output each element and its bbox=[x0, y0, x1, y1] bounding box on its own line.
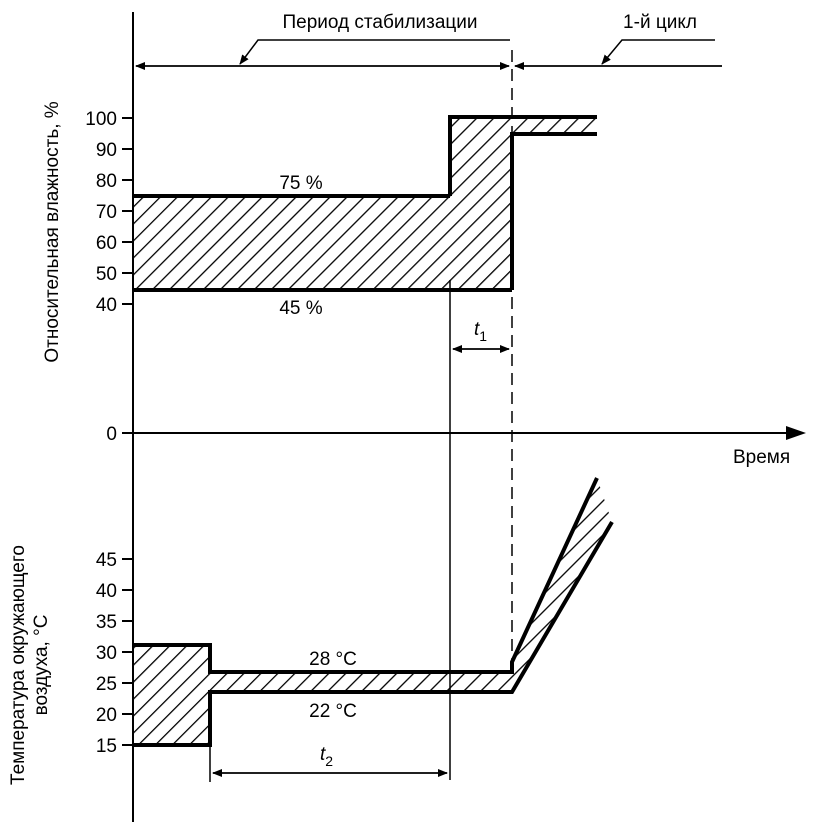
humidity-step-up-line bbox=[448, 115, 597, 196]
humidity-tick-40: 40 bbox=[96, 295, 117, 316]
temperature-tick-15: 15 bbox=[96, 736, 117, 757]
temperature-tick-45: 45 bbox=[96, 550, 117, 571]
humidity-tick-70: 70 bbox=[96, 202, 117, 223]
temperature-ticks bbox=[122, 558, 134, 746]
humidity-tick-50: 50 bbox=[96, 264, 117, 285]
temperature-tick-35: 35 bbox=[96, 612, 117, 633]
t2-label: t2 bbox=[320, 744, 333, 769]
time-axis-arrow bbox=[786, 426, 806, 440]
time-axis-label: Время bbox=[733, 447, 790, 468]
cycle-label: 1-й цикл bbox=[623, 12, 697, 33]
humidity-cycle-lower-line bbox=[510, 132, 597, 290]
temperature-band bbox=[134, 478, 612, 745]
humidity-band bbox=[134, 117, 597, 290]
cycle-label-leader bbox=[601, 39, 715, 65]
humidity-ticks bbox=[122, 117, 134, 434]
temperature-lower-limit-line bbox=[134, 520, 614, 747]
stabilization-label-leader bbox=[239, 39, 510, 65]
temperature-tick-40: 40 bbox=[96, 581, 117, 602]
humidity-tick-90: 90 bbox=[96, 140, 117, 161]
humidity-tick-60: 60 bbox=[96, 233, 117, 254]
humidity-axis-label: Относительная влажность, % bbox=[42, 101, 63, 362]
temperature-tick-30: 30 bbox=[96, 643, 117, 664]
humidity-tick-100: 100 bbox=[85, 109, 117, 130]
humidity-tick-80: 80 bbox=[96, 171, 117, 192]
origin-tick-0: 0 bbox=[106, 424, 117, 445]
temperature-axis-label-line2: воздуха, °C bbox=[31, 615, 52, 716]
temperature-lower-label: 22 °C bbox=[309, 701, 357, 722]
temperature-upper-label: 28 °C bbox=[309, 649, 357, 670]
temperature-upper-limit-line bbox=[134, 477, 599, 674]
temperature-tick-25: 25 bbox=[96, 674, 117, 695]
temperature-axis-label-line1: Температура окружающего bbox=[8, 545, 29, 785]
stabilization-period-label: Период стабилизации bbox=[282, 12, 477, 33]
humidity-upper-label: 75 % bbox=[279, 173, 322, 194]
humidity-lower-label: 45 % bbox=[279, 298, 322, 319]
temperature-tick-20: 20 bbox=[96, 705, 117, 726]
t1-label: t1 bbox=[474, 319, 487, 344]
